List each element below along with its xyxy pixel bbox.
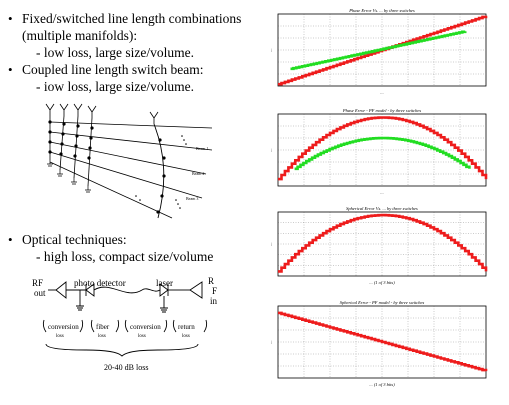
series-line (278, 116, 488, 181)
bullet-list-optical: • Optical techniques: - high loss, compa… (6, 231, 281, 265)
x-axis-label: ... (380, 90, 383, 95)
segment-label: fiber (96, 323, 110, 331)
bullet-text: Fixed/switched line length combinations … (22, 11, 242, 43)
bullet-dot: • (8, 62, 13, 77)
bullet-text: Optical techniques: (22, 232, 127, 247)
x-axis-label: ... (380, 190, 383, 195)
chart-panel: Spherical Error - PF model - by three sw… (268, 300, 488, 387)
photo-detector-label: photo detector (74, 278, 126, 288)
chart-title: Phase Error - PF model - by three switch… (342, 108, 421, 113)
y-axis-label: ... (268, 242, 273, 245)
bullet-list-top: • Fixed/switched line length combination… (6, 10, 281, 95)
chart-title: Phase Error Vs. ... by three switches (348, 8, 415, 13)
beam-label: Beam 1 (196, 146, 208, 151)
segment-label: conversion (48, 323, 79, 331)
chart-panel: Phase Error Vs. ... by three switches...… (268, 8, 488, 95)
bullet-text: Coupled line length switch beam: (22, 62, 204, 77)
sub-bullet-text: low loss, large size/volume. (43, 45, 194, 60)
segment-loss: loss (98, 334, 106, 339)
beam-switch-diagram: Beam 1 Beam 2 Beam 3 (36, 100, 226, 235)
chart-panel: Spherical Error Vs. ... by three switche… (268, 206, 488, 285)
chart-panel: Phase Error - PF model - by three switch… (268, 108, 488, 195)
y-axis-label: ... (268, 340, 273, 343)
x-axis-label: ... (1 of 3 bits) (369, 382, 395, 387)
sub-bullet-text: iow loss, large size/volume. (43, 79, 194, 94)
charts-column: Phase Error Vs. ... by three switches...… (262, 6, 502, 403)
total-loss-label: 20-40 dB loss (104, 363, 148, 372)
series-line (290, 30, 467, 71)
sub-bullet: - low loss, large size/volume. (36, 45, 194, 60)
segment-loss: loss (182, 334, 190, 339)
bullet-item: • Coupled line length switch beam: (6, 61, 281, 78)
y-axis-label: ... (268, 148, 273, 151)
bullet-dot: • (8, 11, 13, 26)
chart-title: Spherical Error Vs. ... by three switche… (346, 206, 418, 211)
bullet-item: • Optical techniques: (6, 231, 281, 248)
series-line (278, 311, 488, 372)
bullet-dot: • (8, 232, 13, 247)
sub-bullet-text: high loss, compact size/volume (43, 249, 214, 264)
rf-out-label: RF out (32, 278, 46, 298)
segment-loss: loss (138, 334, 146, 339)
chart-title: Spherical Error - PF model - by three sw… (340, 300, 425, 305)
sub-bullet: - high loss, compact size/volume (36, 249, 214, 264)
segment-label: return (178, 323, 195, 331)
charts-svg: Phase Error Vs. ... by three switches...… (268, 8, 488, 387)
beam-label: Beam 3 (186, 196, 198, 201)
series-line (294, 136, 471, 171)
sub-bullet: - iow loss, large size/volume. (36, 79, 194, 94)
bullet-item: • Fixed/switched line length combination… (6, 10, 281, 44)
beam-label: Beam 2 (192, 171, 204, 176)
segment-loss: loss (56, 334, 64, 339)
x-axis-label: ... (1 of 3 bits) (369, 280, 395, 285)
segment-label: conversion (130, 323, 161, 331)
y-axis-label: ... (268, 48, 273, 51)
laser-label: laser (156, 278, 173, 288)
series-line (278, 213, 488, 273)
